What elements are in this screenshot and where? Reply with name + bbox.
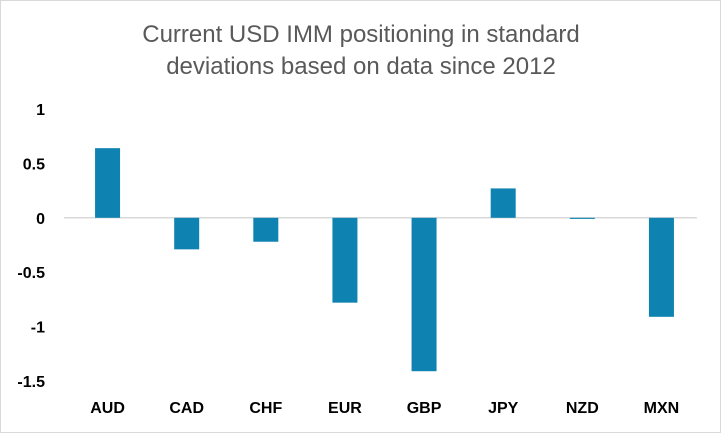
chart-title-line-1: Current USD IMM positioning in standard [142,21,580,48]
x-tick-label: GBP [407,400,442,417]
x-tick-label: JPY [488,400,519,417]
y-tick-label: 0 [36,211,45,228]
y-tick-label: -1.5 [17,374,45,391]
bar-aud [95,148,121,218]
bar-gbp [411,217,437,372]
x-tick-label: CHF [249,400,282,417]
x-tick-label: EUR [328,400,362,417]
x-tick-label: CAD [169,400,204,417]
bar-mxn [648,217,674,317]
bar-eur [332,217,358,303]
y-tick-label: -0.5 [17,265,45,282]
bar-nzd [569,217,595,219]
bar-chf [253,217,279,242]
x-tick-label: MXN [644,400,680,417]
chart-title-line-2: deviations based on data since 2012 [166,53,556,80]
y-tick-label: 0.5 [23,156,45,173]
bar-jpy [490,188,516,218]
chart-title: Current USD IMM positioning in standard … [61,19,661,83]
x-tick-label: NZD [566,400,599,417]
y-tick-label: 1 [36,102,45,119]
x-tick-label: AUD [90,400,125,417]
bar-cad [174,217,200,250]
y-tick-label: -1 [31,320,45,337]
